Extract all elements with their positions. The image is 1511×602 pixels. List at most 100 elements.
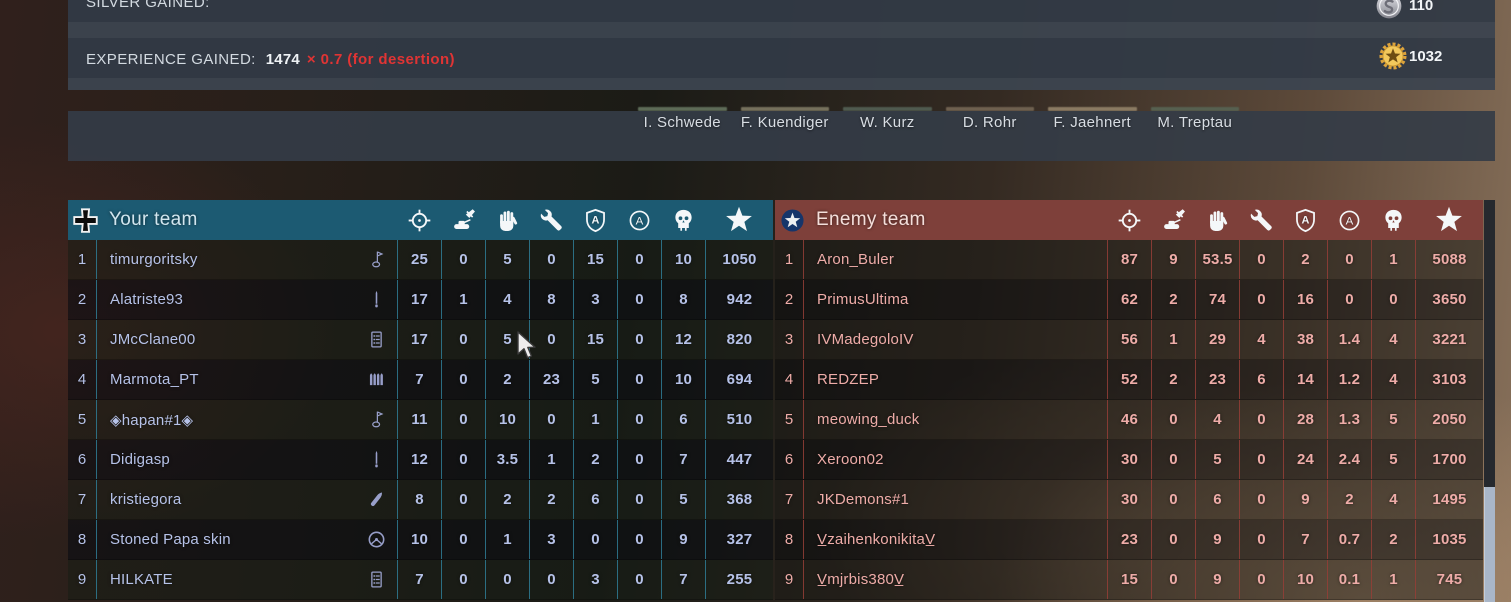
player-row[interactable]: 3 IVMadegoloIV 56 1 29 4 38 1.4 4 3221: [775, 320, 1483, 360]
stat-vehicle-kill: 0: [441, 520, 485, 559]
team-title: Enemy team: [816, 209, 926, 230]
stat-capture-hand: 1: [485, 520, 529, 559]
stat-crosshair: 52: [1107, 360, 1151, 399]
player-name: Xeroon02: [817, 451, 884, 468]
player-rank: 9: [784, 571, 794, 588]
rewards-summary-panel: [68, 0, 1495, 90]
player-name-cell: V̲zaihenkonikitaV̲: [803, 520, 1107, 559]
player-row[interactable]: 7 kristiegora 8 0 2 2 6 0 5 368: [68, 480, 773, 520]
stat-capture-hand: 9: [1195, 560, 1239, 599]
player-name-cell: IVMadegoloIV: [803, 320, 1107, 359]
stat-shield-assist: 3: [573, 280, 617, 319]
stat-deaths-skull: 4: [1371, 360, 1415, 399]
player-rank: 4: [77, 371, 87, 388]
shell-icon: [366, 488, 387, 511]
squad-names-band: [68, 111, 1495, 161]
player-row[interactable]: 8 V̲zaihenkonikitaV̲ 23 0 9 0 7 0.7 2 1035: [775, 520, 1483, 560]
column-header-capture-hand: [1195, 200, 1239, 240]
ammo-icon: [366, 368, 387, 391]
shield-assist-icon: [583, 208, 608, 233]
assist-icon: [627, 208, 652, 233]
player-name-cell: ◈hapan#1◈: [96, 400, 397, 439]
portrait-top: [740, 107, 829, 111]
stat-score-star: 510: [705, 400, 773, 439]
player-row[interactable]: 1 timurgoritsky 25 0 5 0 15 0 10 1050: [68, 240, 773, 280]
stat-score-star: 255: [705, 560, 773, 599]
stat-capture-hand: 74: [1195, 280, 1239, 319]
repair-wrench-icon: [539, 208, 564, 233]
stat-repair-wrench: 0: [1239, 240, 1283, 279]
scrollbar-thumb[interactable]: [1484, 487, 1495, 602]
squad-member-name: F. Jaehnert: [1053, 114, 1131, 131]
player-row[interactable]: 7 JKDemons#1 30 0 6 0 9 2 4 1495: [775, 480, 1483, 520]
player-rank: 2: [784, 291, 794, 308]
player-row[interactable]: 5 ◈hapan#1◈ 11 0 10 0 1 0 6 510: [68, 400, 773, 440]
stat-vehicle-kill: 0: [1151, 440, 1195, 479]
stat-vehicle-kill: 0: [1151, 480, 1195, 519]
player-name: Stoned Papa skin: [110, 531, 231, 548]
player-row[interactable]: 4 REDZEP 52 2 23 6 14 1.2 4 3103: [775, 360, 1483, 400]
stat-shield-assist: 7: [1283, 520, 1327, 559]
stat-score-star: 1050: [705, 240, 773, 279]
player-rank: 5: [77, 411, 87, 428]
column-header-score-star: [705, 200, 773, 240]
stat-shield-assist: 15: [573, 240, 617, 279]
stat-score-star: 368: [705, 480, 773, 519]
stat-repair-wrench: 4: [1239, 320, 1283, 359]
player-row[interactable]: 2 PrimusUltima 62 2 74 0 16 0 0 3650: [775, 280, 1483, 320]
stat-score-star: 3103: [1415, 360, 1483, 399]
column-header-assist: [617, 200, 661, 240]
stat-capture-hand: 23: [1195, 360, 1239, 399]
player-row[interactable]: 9 HILKATE 7 0 0 0 3 0 7 255: [68, 560, 773, 600]
player-rank: 6: [784, 451, 794, 468]
portrait-top: [638, 107, 727, 111]
player-row[interactable]: 2 Alatriste93 17 1 4 8 3 0 8 942: [68, 280, 773, 320]
stat-capture-hand: 53.5: [1195, 240, 1239, 279]
player-row[interactable]: 4 Marmota_PT 7 0 2 23 5 0 10 694: [68, 360, 773, 400]
stat-capture-hand: 5: [485, 240, 529, 279]
stat-deaths-skull: 1: [1371, 240, 1415, 279]
player-row[interactable]: 3 JMcClane00 17 0 5 0 15 0 12 820: [68, 320, 773, 360]
player-name-cell: Aron_Buler: [803, 240, 1107, 279]
stat-score-star: 1035: [1415, 520, 1483, 559]
stat-crosshair: 23: [1107, 520, 1151, 559]
portrait-top: [1048, 107, 1137, 111]
player-row[interactable]: 6 Xeroon02 30 0 5 0 24 2.4 5 1700: [775, 440, 1483, 480]
player-rank: 7: [784, 491, 794, 508]
stat-crosshair: 7: [397, 560, 441, 599]
score-star-icon: [724, 205, 754, 235]
player-row[interactable]: 1 Aron_Buler 87 9 53.5 0 2 0 1 5088: [775, 240, 1483, 280]
stat-shield-assist: 6: [573, 480, 617, 519]
player-name: V̲zaihenkonikitaV̲: [817, 531, 936, 548]
recon-flag-icon: [366, 408, 387, 431]
panel-divider: [68, 78, 1495, 90]
player-row[interactable]: 8 Stoned Papa skin 10 0 1 3 0 0 9 327: [68, 520, 773, 560]
stat-shield-assist: 28: [1283, 400, 1327, 439]
stat-repair-wrench: 0: [529, 400, 573, 439]
stat-assist: 1.2: [1327, 360, 1371, 399]
player-row[interactable]: 9 V̲mjrbis380V̲ 15 0 9 0 10 0.1 1 745: [775, 560, 1483, 600]
steering-wheel-icon: [366, 528, 387, 551]
stat-shield-assist: 10: [1283, 560, 1327, 599]
stat-crosshair: 30: [1107, 440, 1151, 479]
player-row[interactable]: 5 meowing_duck 46 0 4 0 28 1.3 5 2050: [775, 400, 1483, 440]
stat-crosshair: 56: [1107, 320, 1151, 359]
stat-repair-wrench: 0: [1239, 560, 1283, 599]
column-header-capture-hand: [485, 200, 529, 240]
vehicle-kill-icon: [1161, 208, 1186, 233]
rifle-icon: [366, 288, 387, 311]
rifle-icon: [366, 448, 387, 471]
squad-member-name: F. Kuendiger: [740, 114, 829, 131]
stat-score-star: 745: [1415, 560, 1483, 599]
player-name: meowing_duck: [817, 411, 920, 428]
deaths-skull-icon: [1381, 208, 1406, 233]
stat-deaths-skull: 6: [661, 400, 705, 439]
stat-repair-wrench: 0: [1239, 400, 1283, 439]
stat-vehicle-kill: 0: [1151, 560, 1195, 599]
player-name: timurgoritsky: [110, 251, 198, 268]
scrollbar-track[interactable]: [1484, 200, 1495, 602]
player-row[interactable]: 6 Didigasp 12 0 3.5 1 2 0 7 447: [68, 440, 773, 480]
stat-score-star: 1495: [1415, 480, 1483, 519]
stat-deaths-skull: 2: [1371, 520, 1415, 559]
stat-vehicle-kill: 0: [441, 400, 485, 439]
